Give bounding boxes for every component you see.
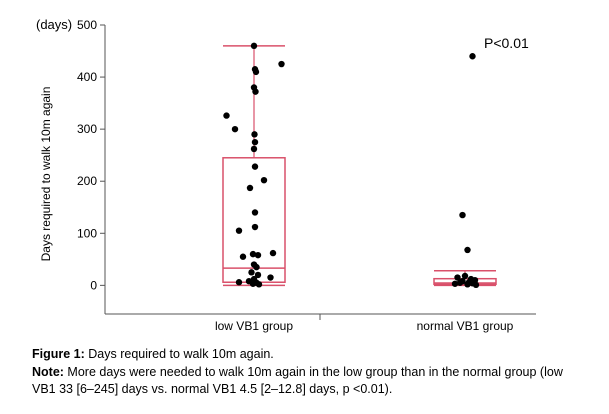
y-tick-label: 200 [77,174,97,188]
data-point [246,184,254,192]
data-point [454,274,461,281]
data-point [464,246,471,254]
data-points [223,42,480,289]
y-tick-label: 500 [77,18,97,32]
data-point [472,281,480,289]
data-point [464,281,471,288]
data-point [251,138,259,146]
data-point [252,68,260,76]
data-point [252,88,259,95]
data-point [260,176,268,184]
note-text: More days were needed to walk 10m again … [32,365,563,396]
data-point [255,281,263,288]
box-plot-chart: (days) Days required to walk 10m again P… [36,17,536,333]
data-point [223,112,230,119]
x-axis-labels: low VB1 group normal VB1 group [215,319,514,333]
data-point [469,53,476,60]
data-point [251,163,259,170]
data-point [459,211,466,219]
y-tick-label: 100 [77,226,97,240]
data-point [235,227,243,234]
y-tick-label: 300 [77,122,97,136]
data-point [254,271,262,279]
data-point [249,250,257,258]
data-point [278,60,285,68]
data-point [251,131,258,138]
figure-text: Days required to walk 10m again. [84,347,274,361]
x-category-label: normal VB1 group [417,319,514,333]
figure-caption: Figure 1: Days required to walk 10m agai… [32,346,572,363]
y-unit-label: (days) [36,17,72,32]
y-axis-title: Days required to walk 10m again [39,87,53,262]
data-point [248,269,255,276]
data-point [249,280,257,287]
data-point [451,280,459,287]
data-point [254,251,262,259]
data-point [267,274,274,281]
x-category-label: low VB1 group [215,319,293,333]
data-point [456,279,464,286]
data-point [251,223,259,231]
data-point [239,253,247,260]
figure-note: Note: More days were needed to walk 10m … [32,364,572,398]
data-point [269,249,277,257]
note-label: Note: [32,365,64,379]
y-axis-ticks: 0 100 200 300 400 500 [77,18,105,292]
figure-label: Figure 1: [32,347,85,361]
data-point [250,145,258,153]
y-tick-label: 400 [77,70,97,84]
data-point [231,125,239,133]
plot-frame [104,25,536,320]
y-tick-label: 0 [90,278,97,292]
data-point [251,209,259,216]
p-value-annotation: P<0.01 [484,35,529,51]
box-group [222,45,497,287]
data-point [461,272,469,280]
data-point [235,279,243,286]
data-point [253,263,260,271]
data-point [250,42,258,50]
